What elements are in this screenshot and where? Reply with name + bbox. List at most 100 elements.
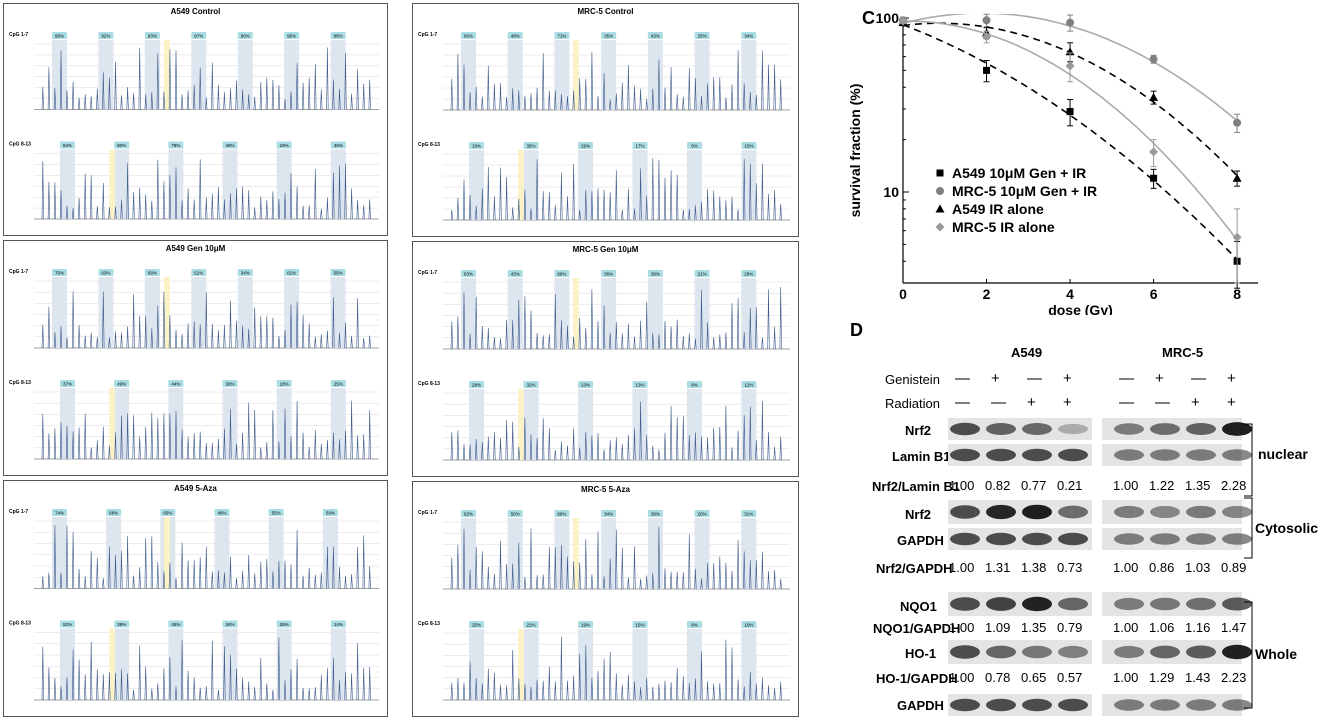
methylation-pct: 71% <box>557 34 566 39</box>
blot-band <box>1022 504 1052 520</box>
methylation-pct: 90% <box>241 34 250 39</box>
ratio-value: 1.29 <box>1149 670 1175 685</box>
pct-box <box>523 381 539 388</box>
blot-band <box>1022 698 1052 712</box>
blot-band <box>1114 533 1144 545</box>
methylation-pct: 59% <box>326 511 335 516</box>
control-highlight <box>573 278 579 349</box>
header-a549: A549 <box>1011 345 1043 360</box>
minus-sign: — <box>991 394 1006 411</box>
plus-sign: + <box>1063 394 1072 411</box>
cpg-highlight <box>687 150 702 220</box>
data-point <box>983 66 991 74</box>
pct-box <box>160 509 176 516</box>
methylation-pct: 18% <box>280 382 289 387</box>
pyro-box-a549-gen: A549 Gen 10μM CpG 1-7 75% 63% 68% 51% 34% 61% 5… <box>3 240 388 476</box>
blot-band <box>1114 645 1144 659</box>
methylation-pct: 25% <box>472 623 481 628</box>
pyrogram-plot: CpG 1-7 74% 68% 65% 48% 55% 59% CpG 8-13 52% 39% 4… <box>9 509 379 701</box>
pct-box <box>632 621 648 628</box>
ratio-value: 1.31 <box>985 560 1011 575</box>
cpg-highlight <box>330 149 346 219</box>
data-point <box>1149 92 1159 101</box>
methylation-pct: 12% <box>744 383 753 388</box>
minus-sign: — <box>1155 394 1170 411</box>
minus-sign: — <box>955 370 970 387</box>
ratio-label-ho1-gapdh: HO-1/GAPDH <box>876 671 958 686</box>
methylation-pct: 95% <box>287 34 296 39</box>
x-axis-label: dose (Gy) <box>1048 302 1113 315</box>
plus-sign: + <box>1227 370 1236 387</box>
pct-box <box>469 142 484 149</box>
ratio-value: 1.35 <box>1021 620 1047 635</box>
blot-band <box>986 504 1016 520</box>
pct-box <box>98 269 114 276</box>
blot-band <box>1058 448 1088 462</box>
pyro-title: A549 Control <box>170 7 221 16</box>
ratio-value: 2.23 <box>1221 670 1247 685</box>
pct-box <box>578 381 593 388</box>
methylation-pct: 25% <box>698 34 707 39</box>
cpg-highlight <box>554 518 570 589</box>
blot-band <box>1150 505 1180 519</box>
pct-box <box>330 141 346 149</box>
blot-band <box>986 597 1016 611</box>
cpg-highlight <box>694 518 710 589</box>
pct-box <box>144 269 160 276</box>
pct-box <box>461 270 476 277</box>
x-tick-label: 0 <box>899 286 907 302</box>
pyro-box-mrc5-gen: MRC-5 Gen 10μM CpG 1-7 63% 43% 69% 36% 38% 21%… <box>412 241 799 477</box>
band-label-gapdh-whole: GAPDH <box>897 698 944 713</box>
cpg-highlight <box>284 40 300 110</box>
blot-images <box>948 418 1253 716</box>
blot-band <box>1150 597 1180 611</box>
pct-box <box>647 270 663 277</box>
methylation-pct: 8% <box>691 623 698 628</box>
cpg-highlight <box>114 628 130 700</box>
methylation-pct: 38% <box>651 272 660 277</box>
cpg-highlight <box>578 150 593 220</box>
methylation-pct: 62% <box>464 512 473 517</box>
bracket-cytosolic <box>1244 497 1253 559</box>
pyro-box-a549-control: A549 Control CpG 1-7 95% 92% 93% 87% 90% 95% 88… <box>3 3 388 236</box>
data-point <box>1149 147 1159 157</box>
blot-band <box>1022 596 1052 612</box>
pct-box <box>601 32 617 39</box>
plus-sign: + <box>991 370 1000 387</box>
pct-box <box>523 142 539 149</box>
control-highlight <box>109 149 115 219</box>
pct-box <box>276 620 292 628</box>
cpg-highlight <box>60 388 75 459</box>
pct-box <box>647 32 663 39</box>
methylation-pct: 19% <box>472 144 481 149</box>
blot-band <box>1114 505 1144 519</box>
blot-band <box>1114 597 1144 611</box>
cpg-highlight <box>601 518 617 589</box>
cpg-highlight <box>507 40 523 110</box>
cpg-highlight <box>330 388 346 459</box>
cpg-highlight <box>578 389 593 460</box>
pct-box <box>694 270 710 277</box>
methylation-pct: 80% <box>117 143 126 148</box>
cpg-highlight <box>469 150 484 220</box>
blot-band <box>1022 532 1052 546</box>
x-tick-label: 4 <box>1066 286 1074 302</box>
ratio-value: 0.21 <box>1057 478 1083 493</box>
cpg-highlight <box>632 150 648 220</box>
header-mrc5: MRC-5 <box>1162 345 1204 360</box>
cpg-row-label: CpG 8-13 <box>418 381 440 387</box>
methylation-pct: 13% <box>635 383 644 388</box>
methylation-pct: 35% <box>526 144 535 149</box>
blot-band <box>950 698 980 712</box>
pct-box <box>741 381 757 388</box>
methylation-pct: 95% <box>55 34 64 39</box>
methylation-pct: 30% <box>225 382 234 387</box>
cpg-highlight <box>106 517 122 589</box>
cpg-highlight <box>554 278 570 349</box>
ratio-value: 0.89 <box>1221 560 1247 575</box>
cpg-highlight <box>144 40 160 110</box>
blot-band <box>1114 449 1144 461</box>
bracket-whole <box>1244 601 1253 709</box>
pct-box <box>694 510 710 517</box>
pct-box <box>507 32 523 39</box>
